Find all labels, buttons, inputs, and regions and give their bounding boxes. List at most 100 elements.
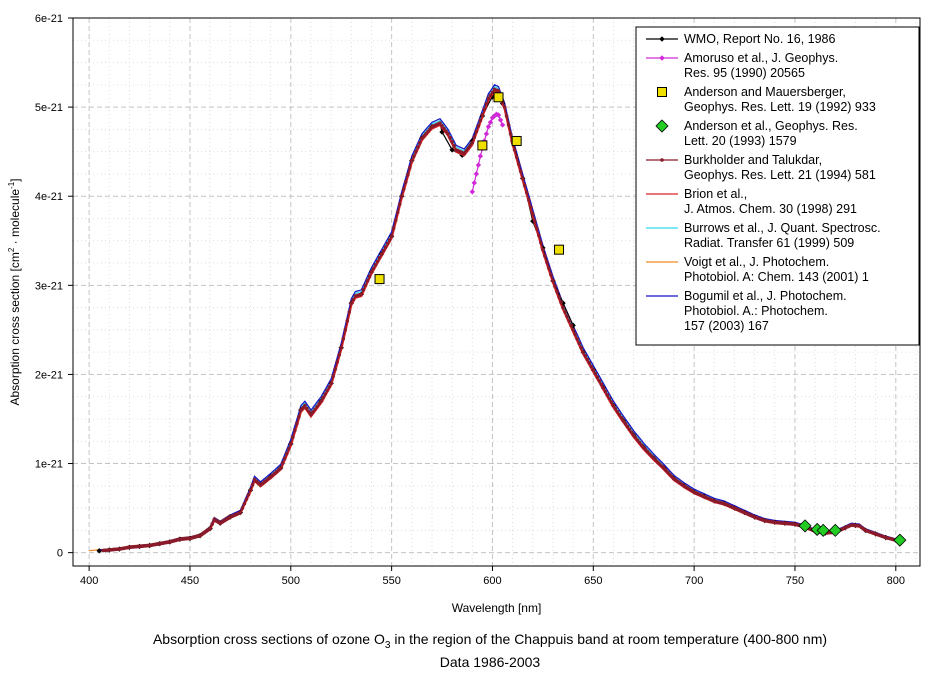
data-point-burkholder: [385, 241, 390, 246]
legend-marker-anderson_mauer: [657, 87, 667, 97]
data-point-burkholder: [395, 210, 400, 215]
data-point-burkholder: [446, 132, 450, 136]
series-layer: [89, 84, 907, 554]
series-anderson_geo: [798, 519, 907, 547]
data-point-burkholder: [524, 190, 529, 195]
data-point-burkholder: [250, 483, 255, 487]
data-point-wmo: [449, 147, 455, 153]
data-point-burkholder: [343, 328, 348, 332]
data-point-wmo: [439, 129, 445, 135]
data-point-burkholder: [637, 440, 642, 445]
data-point-burkholder: [514, 155, 519, 159]
data-point-burkholder: [547, 266, 551, 271]
data-point-burkholder: [410, 158, 414, 163]
x-tick-label: 650: [584, 575, 602, 587]
data-point-burkholder: [452, 144, 456, 148]
series-amoruso: [469, 111, 506, 195]
data-point-amoruso: [499, 122, 506, 128]
data-point-burkholder: [551, 279, 555, 283]
y-label-sup: -1: [7, 181, 16, 189]
data-point-burkholder: [450, 140, 454, 144]
data-point-burkholder: [504, 114, 509, 118]
legend-label: Lett. 20 (1993) 1579: [684, 134, 797, 148]
data-point-burkholder: [565, 314, 569, 319]
legend-label: Burrows et al., J. Quant. Spectrosc.: [684, 221, 881, 235]
y-tick-label: 0: [57, 548, 63, 560]
data-point-burkholder: [371, 266, 376, 271]
data-point-burkholder: [307, 409, 311, 414]
data-point-burkholder: [537, 233, 541, 238]
data-point-burkholder: [484, 101, 489, 106]
x-tick-label: 750: [786, 575, 804, 587]
data-point-burkholder: [609, 400, 614, 404]
data-point-burkholder: [403, 180, 408, 184]
data-point-burkholder: [619, 415, 624, 420]
caption-line-2: Data 1986-2003: [440, 654, 541, 670]
data-point-burkholder: [407, 165, 412, 170]
data-point-burkholder: [418, 140, 422, 145]
data-point-burkholder: [309, 412, 313, 417]
data-point-burkholder: [506, 123, 511, 127]
data-point-burkholder: [303, 403, 307, 408]
data-point-burkholder: [593, 371, 598, 376]
data-point-burkholder: [531, 212, 535, 216]
data-point-burkholder: [341, 336, 346, 341]
data-point-burkholder: [502, 105, 507, 109]
data-point-burkholder: [327, 385, 331, 389]
data-point-amoruso: [487, 119, 494, 125]
legend-label: Photobiol. A.: Photochem.: [684, 304, 828, 318]
data-point-burkholder: [315, 404, 319, 409]
data-point-burkholder: [208, 526, 212, 531]
data-point-burkholder: [603, 389, 608, 394]
data-point-amoruso: [477, 153, 484, 159]
data-point-burkholder: [297, 415, 301, 419]
data-point-burkholder: [599, 382, 604, 387]
data-point-burkholder: [611, 403, 616, 408]
data-point-burkholder: [389, 234, 394, 239]
data-point-burkholder: [633, 435, 638, 440]
data-point-burkholder: [526, 197, 531, 202]
data-point-burkholder: [627, 427, 632, 432]
legend-label: WMO, Report No. 16, 1986: [684, 32, 836, 46]
data-point-burkholder: [518, 169, 523, 174]
data-point-burkholder: [549, 272, 553, 277]
data-point-burkholder: [553, 284, 557, 289]
data-point-burkholder: [248, 488, 253, 493]
x-tick-label: 400: [80, 575, 98, 587]
caption-sub: 3: [385, 640, 391, 651]
legend-marker-burkholder: [660, 158, 664, 162]
caption-line-1: Absorption cross sections of ozone O3 in…: [153, 631, 827, 651]
data-point-burkholder: [412, 154, 416, 158]
data-point-burkholder: [585, 357, 590, 362]
data-point-burkholder: [295, 421, 299, 426]
data-point-burkholder: [317, 402, 321, 406]
data-point-burkholder: [464, 148, 469, 153]
data-point-anderson_mauer: [493, 92, 504, 103]
data-point-burkholder: [284, 451, 289, 456]
data-point-burkholder: [311, 410, 315, 414]
data-point-burkholder: [321, 395, 325, 400]
data-point-burkholder: [559, 300, 563, 305]
data-point-burkholder: [512, 148, 517, 152]
data-point-burkholder: [244, 497, 249, 501]
legend-label: Photobiol. A: Chem. 143 (2001) 1: [684, 270, 869, 284]
data-point-burkholder: [428, 127, 432, 131]
data-point-burkholder: [535, 226, 539, 231]
data-point-burkholder: [595, 375, 600, 379]
data-point-burkholder: [399, 194, 404, 199]
data-point-burkholder: [238, 510, 243, 515]
data-point-burkholder: [246, 492, 251, 497]
data-point-burkholder: [345, 319, 350, 323]
data-point-burkholder: [349, 301, 354, 305]
series-line-bogumil: [99, 84, 896, 551]
legend-label: Anderson and Mauersberger,: [684, 85, 846, 99]
x-axis-label: Wavelength [nm]: [452, 601, 542, 615]
data-point-burkholder: [337, 353, 342, 357]
data-point-burkholder: [589, 364, 594, 369]
data-point-burkholder: [291, 435, 295, 439]
data-point-burkholder: [522, 183, 527, 188]
data-point-burkholder: [391, 226, 396, 231]
y-label-part: · molecule: [8, 189, 22, 248]
data-point-anderson_geo: [828, 523, 842, 537]
